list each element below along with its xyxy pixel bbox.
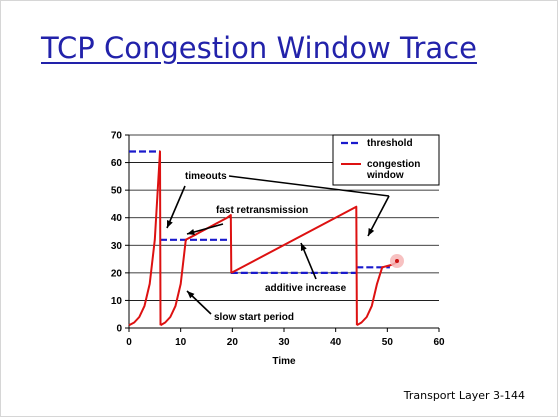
series-congestion-window-segment-3: [356, 260, 399, 327]
y-tick-label-50: 50: [111, 186, 123, 197]
x-tick-label-10: 10: [175, 337, 187, 348]
annotation-slow-start: slow start period: [214, 312, 294, 323]
arrow-timeouts-2: [367, 195, 390, 237]
x-tick-label-50: 50: [382, 337, 394, 348]
y-tick-label-40: 40: [111, 213, 123, 224]
annotation-timeouts: timeouts: [185, 171, 227, 182]
y-tick-label-30: 30: [111, 241, 123, 252]
series-congestion-window-segment-2: [230, 205, 358, 326]
arrow-additive-increase-head: [300, 243, 307, 251]
line-timeouts-connector: [228, 175, 390, 197]
x-axis-label: Time: [272, 356, 296, 367]
y-tick-label-70: 70: [111, 131, 123, 142]
x-tick-label-0: 0: [126, 337, 132, 348]
legend-box: [332, 134, 440, 186]
arrow-timeouts-2-head: [368, 228, 375, 236]
cursor-dot: [395, 259, 399, 263]
y-tick-label-60: 60: [111, 158, 123, 169]
x-tick-label-40: 40: [330, 337, 342, 348]
arrow-fast-retransmission-head: [187, 229, 195, 236]
arrow-slow-start-head: [187, 291, 195, 299]
legend-threshold-label: threshold: [367, 138, 413, 149]
arrow-timeouts-1: [166, 185, 186, 229]
y-tick-label-0: 0: [116, 324, 122, 335]
slide-title: TCP Congestion Window Trace: [41, 31, 477, 65]
y-tick-label-10: 10: [111, 296, 123, 307]
y-tick-label-20: 20: [111, 268, 123, 279]
annotation-fast-retransmission: fast retransmission: [216, 205, 308, 216]
annotation-additive-increase: additive increase: [265, 283, 347, 294]
series-congestion-window-segment-0: [128, 150, 162, 327]
x-tick-label-30: 30: [278, 337, 290, 348]
x-tick-label-20: 20: [227, 337, 239, 348]
slide-footer: Transport Layer 3-144: [403, 389, 525, 402]
series-congestion-window-segment-1: [160, 214, 233, 327]
legend-cwnd-label: congestion window: [366, 159, 420, 181]
x-tick-label-60: 60: [433, 337, 445, 348]
arrow-timeouts-1-head: [167, 220, 173, 228]
